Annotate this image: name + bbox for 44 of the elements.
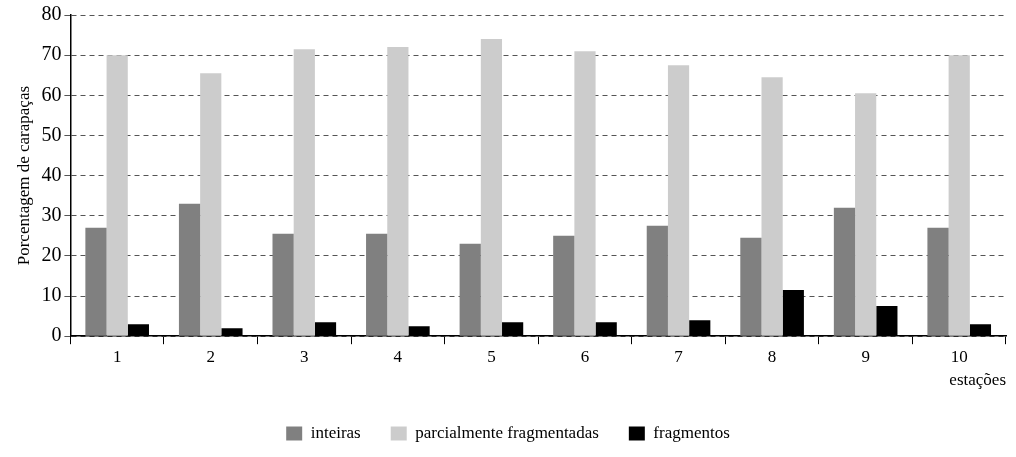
bar: [740, 237, 762, 336]
y-tick-label: 20: [41, 243, 62, 266]
legend-label: fragmentos: [653, 422, 730, 442]
x-tick-label: 7: [674, 346, 684, 366]
bar: [855, 93, 877, 336]
bar: [948, 55, 970, 336]
y-tick-label: 10: [41, 283, 62, 306]
x-tick-label: 3: [300, 346, 309, 366]
x-axis-title: estações: [949, 370, 1006, 390]
bar: [553, 235, 575, 336]
bar: [106, 55, 128, 336]
bar: [85, 227, 107, 336]
bar: [927, 227, 949, 336]
bar: [833, 207, 856, 336]
bar: [459, 243, 481, 336]
x-tick-label: 2: [206, 346, 215, 366]
y-tick-label: 0: [51, 323, 62, 346]
x-tick-label: 8: [767, 346, 777, 366]
bar: [272, 233, 294, 336]
y-tick-label: 50: [41, 122, 62, 145]
x-tick-label: 9: [861, 346, 870, 366]
y-tick-label: 70: [41, 42, 62, 65]
y-tick-label: 60: [41, 82, 62, 105]
x-tick-label: 6: [580, 346, 590, 366]
bar: [574, 51, 596, 336]
x-tick-label: 10: [950, 346, 968, 366]
bar: [200, 73, 222, 336]
bar: [366, 233, 388, 336]
y-tick-label: 30: [41, 203, 62, 225]
bar: [293, 49, 315, 336]
y-tick-label: 40: [41, 162, 62, 185]
legend-label: inteiras: [310, 422, 361, 442]
y-tick-label: 80: [41, 2, 62, 25]
bar: [667, 65, 690, 336]
x-tick-label: 5: [487, 346, 496, 366]
x-tick-label: 4: [393, 346, 403, 366]
bar: [646, 225, 668, 336]
bar: [480, 39, 503, 336]
bar: [761, 77, 783, 336]
y-axis-title: Porcentagem de carapaças: [13, 85, 33, 266]
bar: [387, 47, 409, 336]
bar: [178, 203, 201, 336]
x-tick-label: 1: [112, 346, 122, 366]
legend-label: parcialmente fragmentadas: [415, 422, 599, 442]
